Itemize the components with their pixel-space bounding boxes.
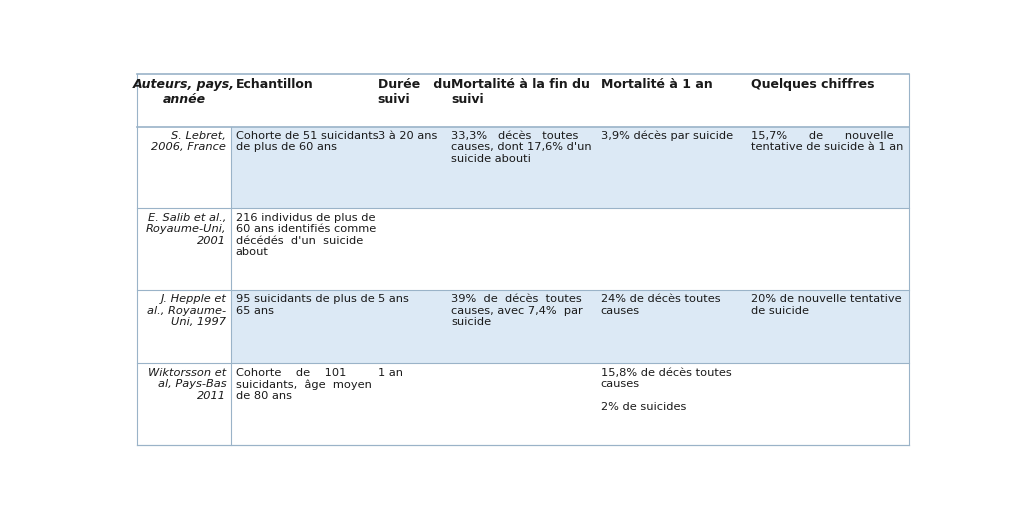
Text: 3 à 20 ans: 3 à 20 ans (377, 131, 436, 140)
Bar (137, 127, 231, 209)
Bar (137, 364, 908, 445)
Text: 216 individus de plus de
60 ans identifiés comme
décédés  d'un  suicide
about: 216 individus de plus de 60 ans identifi… (235, 212, 376, 257)
Text: 1 an: 1 an (377, 367, 403, 377)
Text: Wiktorsson et
al, Pays-Bas
2011: Wiktorsson et al, Pays-Bas 2011 (148, 367, 226, 400)
Text: S. Lebret,
2006, France: S. Lebret, 2006, France (151, 131, 226, 152)
Text: E. Salib et al.,
Royaume-Uni,
2001: E. Salib et al., Royaume-Uni, 2001 (146, 212, 226, 245)
Text: 39%  de  décès  toutes
causes, avec 7,4%  par
suicide: 39% de décès toutes causes, avec 7,4% pa… (450, 294, 582, 327)
Text: 33,3%   décès   toutes
causes, dont 17,6% d'un
suicide abouti: 33,3% décès toutes causes, dont 17,6% d'… (450, 131, 591, 164)
Bar (137, 291, 231, 364)
Text: Cohorte de 51 suicidants
de plus de 60 ans: Cohorte de 51 suicidants de plus de 60 a… (235, 131, 378, 152)
Text: 15,7%      de      nouvelle
tentative de suicide à 1 an: 15,7% de nouvelle tentative de suicide à… (750, 131, 902, 152)
Bar (137, 209, 908, 291)
Bar (137, 291, 908, 364)
Bar (137, 127, 908, 209)
Text: Cohorte    de    101
suicidants,  âge  moyen
de 80 ans: Cohorte de 101 suicidants, âge moyen de … (235, 367, 371, 401)
Text: Durée   du
suivi: Durée du suivi (377, 78, 450, 106)
Text: Echantillon: Echantillon (235, 78, 313, 91)
Bar (137, 209, 231, 291)
Text: 15,8% de décès toutes
causes

2% de suicides: 15,8% de décès toutes causes 2% de suici… (600, 367, 731, 412)
Text: Auteurs, pays,
année: Auteurs, pays, année (132, 78, 234, 106)
Text: J. Hepple et
al., Royaume-
Uni, 1997: J. Hepple et al., Royaume- Uni, 1997 (147, 294, 226, 327)
Text: 95 suicidants de plus de
65 ans: 95 suicidants de plus de 65 ans (235, 294, 374, 315)
Bar (137, 364, 231, 445)
Text: Quelques chiffres: Quelques chiffres (750, 78, 873, 91)
Text: 20% de nouvelle tentative
de suicide: 20% de nouvelle tentative de suicide (750, 294, 901, 315)
Bar (137, 75, 908, 127)
Text: 24% de décès toutes
causes: 24% de décès toutes causes (600, 294, 719, 315)
Text: Mortalité à 1 an: Mortalité à 1 an (600, 78, 712, 91)
Text: 3,9% décès par suicide: 3,9% décès par suicide (600, 131, 733, 141)
Text: Mortalité à la fin du
suivi: Mortalité à la fin du suivi (450, 78, 589, 106)
Text: 5 ans: 5 ans (377, 294, 409, 303)
